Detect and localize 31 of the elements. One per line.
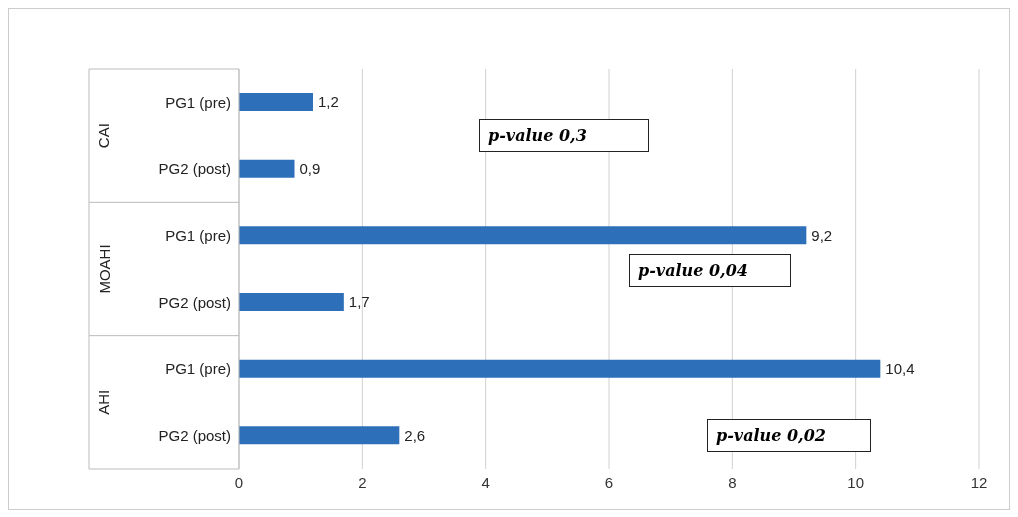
- note-box: p-value 0,3: [479, 119, 649, 152]
- x-tick-label: 10: [847, 473, 865, 491]
- data-label: 1,7: [348, 293, 370, 311]
- data-label: 10,4: [885, 359, 915, 377]
- text: MOAHI: [95, 244, 113, 294]
- y-tick-label: PG2 (post): [158, 293, 231, 311]
- y-tick-label: PG2 (post): [158, 160, 231, 178]
- x-tick-label: 6: [604, 473, 614, 491]
- x-tick-label: 8: [728, 473, 737, 491]
- x-tick-label: 12: [970, 473, 988, 491]
- data-label: 0,9: [299, 159, 321, 177]
- bar: [239, 159, 295, 178]
- y-tick-label: PG1 (pre): [165, 226, 231, 244]
- y-tick-label: PG1 (pre): [165, 360, 231, 378]
- note-box: p-value 0,02: [707, 419, 871, 452]
- data-label: 2,6: [404, 426, 426, 444]
- y-tick-label: PG1 (pre): [165, 93, 231, 111]
- bar: [239, 359, 881, 378]
- y-tick-label: PG2 (post): [158, 426, 231, 444]
- bar: [239, 93, 313, 111]
- bar: [239, 426, 400, 445]
- bar: [239, 226, 807, 245]
- x-tick-label: 0: [234, 473, 244, 491]
- data-label: 9,2: [811, 226, 833, 244]
- x-tick-label: 2: [358, 473, 367, 491]
- bar: [239, 293, 344, 311]
- text: CAI: [95, 123, 113, 149]
- note-box: p-value 0,04: [629, 254, 791, 287]
- text: AHI: [95, 389, 113, 415]
- data-label: 1,2: [318, 93, 339, 111]
- x-tick-label: 4: [481, 473, 490, 491]
